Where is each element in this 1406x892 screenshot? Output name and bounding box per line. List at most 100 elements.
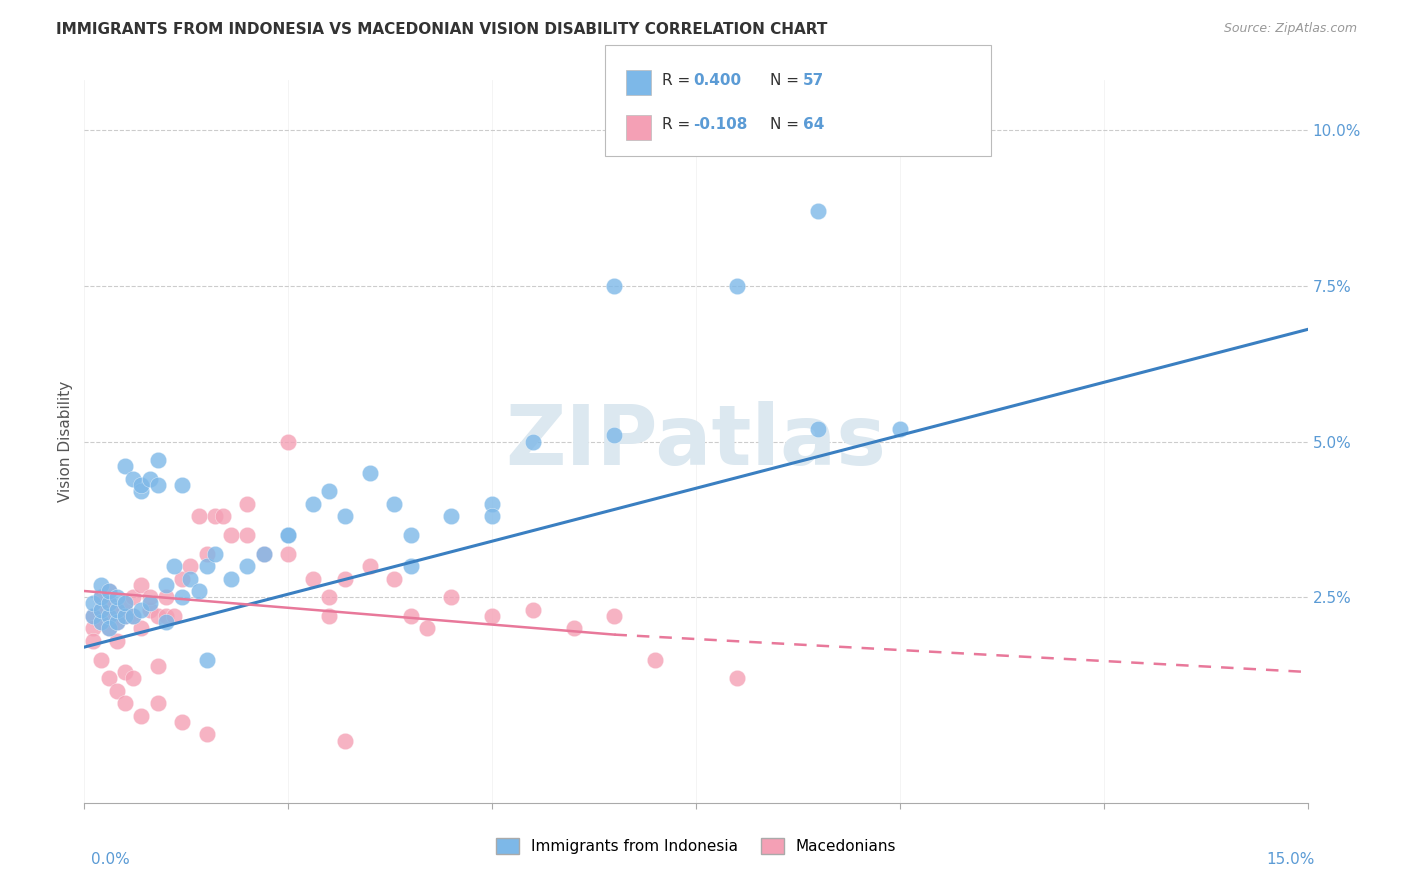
- Point: [219, 572, 242, 586]
- Point: [187, 509, 209, 524]
- Point: [155, 591, 177, 605]
- Point: [562, 621, 585, 635]
- Point: [90, 615, 112, 630]
- Text: 57: 57: [803, 73, 824, 87]
- Point: [481, 497, 503, 511]
- Point: [82, 609, 104, 624]
- Legend: Immigrants from Indonesia, Macedonians: Immigrants from Indonesia, Macedonians: [489, 832, 903, 860]
- Point: [172, 714, 194, 729]
- Point: [172, 572, 194, 586]
- Point: [253, 547, 276, 561]
- Point: [382, 497, 405, 511]
- Point: [335, 572, 357, 586]
- Point: [122, 591, 145, 605]
- Point: [105, 615, 128, 630]
- Point: [82, 633, 104, 648]
- Point: [219, 528, 242, 542]
- Point: [82, 609, 104, 624]
- Text: R =: R =: [662, 73, 696, 87]
- Text: Source: ZipAtlas.com: Source: ZipAtlas.com: [1223, 22, 1357, 36]
- Point: [481, 609, 503, 624]
- Point: [114, 597, 136, 611]
- Y-axis label: Vision Disability: Vision Disability: [58, 381, 73, 502]
- Point: [131, 478, 153, 492]
- Point: [131, 603, 153, 617]
- Point: [179, 559, 201, 574]
- Text: 64: 64: [803, 117, 824, 132]
- Text: N =: N =: [770, 73, 804, 87]
- Point: [114, 696, 136, 710]
- Point: [603, 278, 626, 293]
- Point: [97, 671, 120, 685]
- Point: [97, 621, 120, 635]
- Point: [253, 547, 276, 561]
- Text: 0.400: 0.400: [693, 73, 741, 87]
- Point: [114, 665, 136, 679]
- Point: [146, 453, 169, 467]
- Point: [889, 422, 911, 436]
- Text: N =: N =: [770, 117, 804, 132]
- Point: [277, 528, 299, 542]
- Text: -0.108: -0.108: [693, 117, 748, 132]
- Point: [725, 278, 748, 293]
- Text: IMMIGRANTS FROM INDONESIA VS MACEDONIAN VISION DISABILITY CORRELATION CHART: IMMIGRANTS FROM INDONESIA VS MACEDONIAN …: [56, 22, 828, 37]
- Point: [90, 615, 112, 630]
- Point: [97, 609, 120, 624]
- Point: [97, 597, 120, 611]
- Point: [146, 658, 169, 673]
- Point: [399, 609, 422, 624]
- Point: [179, 572, 201, 586]
- Point: [90, 652, 112, 666]
- Point: [105, 633, 128, 648]
- Point: [172, 478, 194, 492]
- Point: [195, 727, 218, 741]
- Point: [318, 591, 340, 605]
- Point: [131, 621, 153, 635]
- Point: [105, 615, 128, 630]
- Point: [97, 609, 120, 624]
- Point: [82, 597, 104, 611]
- Point: [122, 671, 145, 685]
- Point: [301, 572, 323, 586]
- Point: [122, 472, 145, 486]
- Point: [204, 509, 226, 524]
- Point: [318, 609, 340, 624]
- Point: [146, 478, 169, 492]
- Point: [155, 578, 177, 592]
- Point: [440, 509, 463, 524]
- Point: [138, 597, 160, 611]
- Point: [301, 497, 323, 511]
- Point: [335, 509, 357, 524]
- Point: [481, 509, 503, 524]
- Point: [97, 621, 120, 635]
- Point: [359, 466, 381, 480]
- Point: [155, 609, 177, 624]
- Point: [90, 591, 112, 605]
- Point: [277, 547, 299, 561]
- Point: [114, 609, 136, 624]
- Point: [122, 609, 145, 624]
- Point: [105, 683, 128, 698]
- Point: [163, 559, 186, 574]
- Point: [277, 434, 299, 449]
- Point: [138, 472, 160, 486]
- Point: [725, 671, 748, 685]
- Point: [359, 559, 381, 574]
- Point: [82, 621, 104, 635]
- Point: [146, 609, 169, 624]
- Point: [644, 652, 666, 666]
- Point: [90, 603, 112, 617]
- Point: [90, 578, 112, 592]
- Point: [236, 497, 259, 511]
- Point: [114, 609, 136, 624]
- Point: [114, 459, 136, 474]
- Point: [204, 547, 226, 561]
- Text: 0.0%: 0.0%: [91, 852, 131, 867]
- Point: [212, 509, 235, 524]
- Point: [97, 584, 120, 599]
- Point: [155, 615, 177, 630]
- Point: [236, 559, 259, 574]
- Point: [97, 597, 120, 611]
- Point: [195, 652, 218, 666]
- Point: [522, 434, 544, 449]
